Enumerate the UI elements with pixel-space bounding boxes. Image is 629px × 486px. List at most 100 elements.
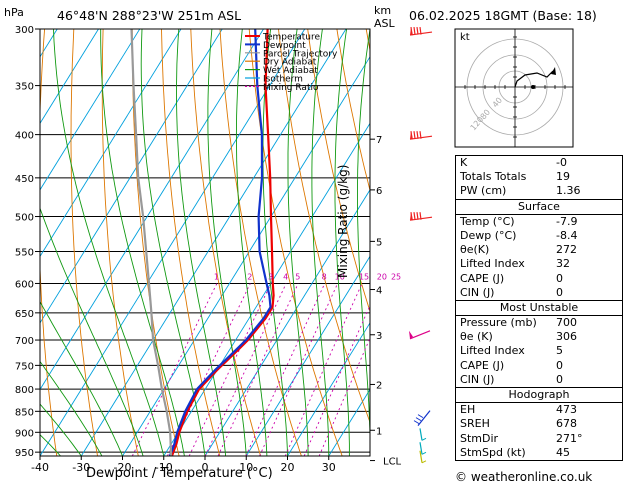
mixing-ratio-line [303, 304, 370, 456]
mixing-ratio-label: 8 [322, 272, 327, 281]
pressure-tick-label: 650 [15, 309, 34, 320]
temperature-tick-label: -20 [114, 461, 132, 474]
temperature-series [170, 29, 275, 456]
hpa-axis-label: hPa [4, 6, 24, 19]
x-axis-title: Dewpoint / Temperature (°C) [86, 466, 273, 481]
isotherm-line [40, 29, 141, 191]
index-row: Pressure (mb) 700 [460, 316, 577, 330]
storm-motion-marker [531, 85, 535, 89]
dry-adiabat-line [161, 29, 221, 456]
isotherm-line [80, 29, 347, 456]
dry-adiabat-line [40, 29, 58, 456]
dry-adiabat-line [101, 29, 139, 456]
index-row: StmSpd (kt) 45 [460, 445, 570, 459]
mixing-ratio-label: 1 [214, 272, 219, 281]
wind-barb [409, 26, 433, 36]
isotherm-line [40, 29, 306, 456]
km-tick-label: 3 [376, 331, 382, 342]
wet-adiabat-line [140, 29, 206, 456]
wet-adiabat-line [207, 29, 247, 456]
isotherm-line [122, 55, 370, 456]
index-row: CAPE (J) 0 [460, 358, 563, 372]
datetime-title: 06.02.2025 18GMT (Base: 18) [409, 8, 597, 23]
index-row: CIN (J) 0 [460, 372, 563, 386]
hodograph-unit-label: kt [460, 32, 470, 43]
general-indices: K -0 Totals Totals 19 PW (cm) 1.36 [456, 156, 622, 199]
isotherm-line [40, 29, 99, 125]
asl-axis-label: ASL [374, 17, 395, 30]
index-row: StmDir 271° [460, 431, 583, 445]
dry-adiabat-line [307, 29, 370, 313]
index-row: Lifted Index 32 [460, 257, 570, 271]
dewpoint-series [168, 29, 272, 456]
wind-barb [409, 330, 431, 340]
pressure-tick-label: 600 [15, 279, 34, 290]
km-tick-label: 5 [376, 237, 382, 248]
mixing-ratio-line [217, 283, 299, 456]
copyright-footer[interactable]: © weatheronline.co.uk [455, 470, 593, 484]
temperature-tick-label: 10 [239, 461, 253, 474]
index-row: EH 473 [460, 403, 577, 417]
index-row: Temp (°C) -7.9 [460, 214, 578, 228]
legend-label: Temperature [262, 33, 320, 43]
index-row: PW (cm) 1.36 [460, 184, 581, 198]
index-row: Totals Totals 19 [460, 170, 570, 184]
mixing-ratio-line [188, 283, 272, 456]
most-unstable-section-title: Most Unstable [456, 299, 622, 317]
pressure-tick-label: 350 [15, 82, 34, 93]
temperature-tick-label: -10 [155, 461, 173, 474]
mixing-ratio-label: 5 [295, 272, 300, 281]
surface-section: Temp (°C) -7.9 Dewp (°C) -8.4 θe(K) 272 Lif… [456, 215, 622, 300]
wind-barb [419, 428, 427, 441]
wet-adiabat-line [100, 29, 185, 456]
pressure-tick-label: 300 [15, 25, 34, 36]
pressure-tick-label: 700 [15, 336, 34, 347]
wet-adiabat-line [40, 403, 82, 456]
mixing-ratio-line [284, 283, 363, 456]
index-row: Dewp (°C) -8.4 [460, 228, 578, 242]
hodograph-section: EH 473 SREH 678 StmDir 271° StmSpd (kt) 45 [456, 403, 622, 460]
mixing-ratio-label: 2 [247, 272, 252, 281]
km-tick-label: 4 [376, 286, 382, 297]
index-row: CIN (J) 0 [460, 285, 563, 299]
surface-section-title: Surface [456, 198, 622, 215]
legend-label: Isotherm [263, 75, 303, 85]
temperature-tick-label: 30 [322, 461, 336, 474]
wet-adiabat-line [40, 300, 123, 456]
most-unstable-section: Pressure (mb) 700 θe (K) 306 Lifted Index 5… [456, 316, 622, 387]
index-row: SREH 678 [460, 417, 577, 431]
legend-label: Dry Adiabat [263, 58, 317, 68]
wind-barb [419, 450, 427, 464]
wet-adiabat-line [311, 29, 330, 456]
pressure-tick-label: 950 [15, 448, 34, 459]
isotherm-line [40, 29, 182, 258]
wet-adiabat-line [357, 29, 370, 456]
isotherm-line [40, 29, 264, 391]
index-row: θe (K) 306 [460, 330, 577, 344]
legend-label: Dewpoint [263, 41, 306, 51]
hodograph-section-title: Hodograph [456, 387, 622, 404]
pressure-tick-label: 550 [15, 248, 34, 259]
km-tick-label: 2 [376, 380, 382, 391]
dry-adiabat-line [190, 29, 262, 456]
hodograph-trace [514, 70, 554, 88]
isotherm-line [287, 322, 370, 456]
km-tick-label: 1 [376, 426, 382, 437]
dry-adiabat-line [219, 29, 302, 456]
pressure-tick-label: 750 [15, 361, 34, 372]
pressure-tick-label: 450 [15, 174, 34, 185]
mixing-ratio-label: 15 [359, 272, 369, 281]
temperature-tick-label: 20 [281, 461, 295, 474]
mixing-ratio-line [245, 283, 326, 456]
km-tick-label: 7 [376, 135, 382, 146]
mixing-ratio-label: 10 [335, 272, 345, 281]
wind-barb [419, 442, 427, 455]
wet-adiabat-line [287, 29, 309, 456]
isotherm-line [40, 29, 223, 324]
wind-barb [409, 131, 433, 140]
wet-adiabat-line [40, 360, 103, 456]
wet-adiabat-line [334, 29, 350, 456]
indices-panel: K -0 Totals Totals 19 PW (cm) 1.36 Surface … [455, 155, 623, 461]
